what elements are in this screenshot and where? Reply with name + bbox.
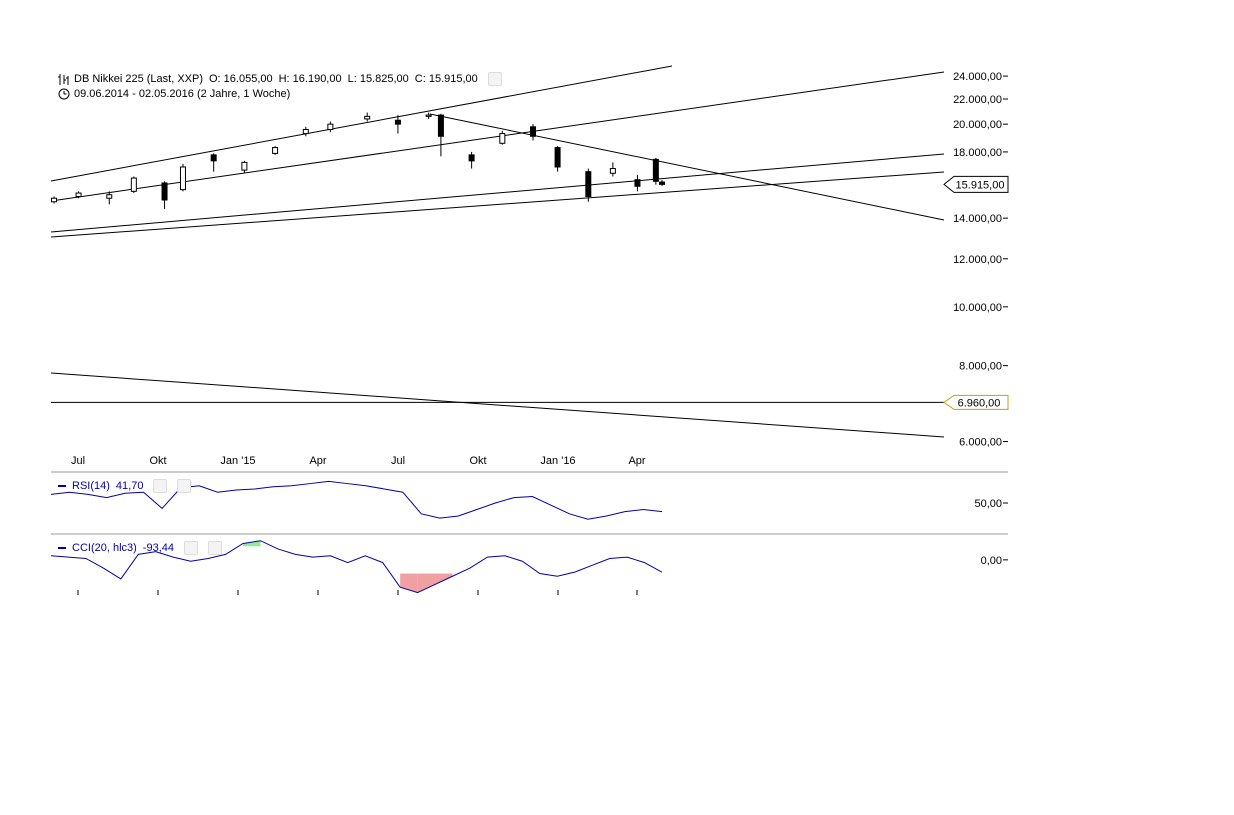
x-tick-label: Jan '16 (540, 455, 575, 467)
y-tick-label: 22.000,00 (953, 94, 1002, 106)
rsi-legend: RSI(14) 41,70 (58, 479, 197, 493)
close-value: C: 15.915,00 (414, 72, 478, 85)
trend-line (50, 153, 945, 233)
candle-body (585, 171, 592, 197)
rsi-value: 41,70 (115, 479, 144, 492)
instrument-header: DB Nikkei 225 (Last, XXP) O: 16.055,00 H: … (58, 72, 508, 86)
trend-line (50, 65, 673, 182)
rsi-label: RSI(14) (72, 479, 110, 492)
candle-body (364, 115, 371, 120)
candle-body (609, 168, 616, 174)
y-tick-label: 20.000,00 (953, 119, 1002, 131)
level-label: 6.960,00 (958, 397, 1001, 409)
cci-swatch (58, 547, 66, 549)
low-value: L: 15.825,00 (347, 72, 409, 85)
level-marker (943, 394, 1009, 410)
trend-line (50, 71, 945, 202)
cci-close-icon[interactable] (208, 541, 222, 555)
candle-body (652, 158, 659, 182)
cci-settings-icon[interactable] (184, 541, 198, 555)
trend-line (50, 372, 945, 438)
settings-icon[interactable] (487, 72, 502, 86)
y-tick-label: 6.000,00 (959, 436, 1002, 448)
x-tick-label: Jul (391, 455, 405, 467)
candle-body (425, 114, 432, 117)
trend-line (50, 171, 945, 238)
instrument-name: DB Nikkei 225 (Last, XXP) (74, 72, 203, 85)
candle-body (51, 197, 57, 203)
cci-tick-label: 0,00 (981, 555, 1002, 567)
ohlc-icon (58, 73, 69, 85)
date-range-header: 09.06.2014 - 02.05.2016 (2 Jahre, 1 Woch… (58, 88, 296, 100)
x-tick-label: Apr (309, 455, 326, 467)
candle-body (659, 181, 665, 185)
trend-line (429, 113, 945, 221)
rsi-settings-icon[interactable] (153, 479, 168, 493)
y-tick-label: 14.000,00 (953, 213, 1002, 225)
candle-body (241, 161, 248, 171)
x-tick-label: Jul (71, 455, 85, 467)
rsi-line (50, 480, 663, 520)
candle-body (530, 126, 537, 137)
candle-body (75, 192, 82, 197)
candle-body (179, 166, 186, 191)
cci-value: -93,44 (142, 541, 174, 554)
candle-body (161, 182, 168, 201)
candle-body (130, 177, 137, 192)
y-tick-label: 12.000,00 (953, 254, 1002, 266)
rsi-swatch (58, 485, 66, 487)
candle-body (554, 147, 561, 168)
date-range: 09.06.2014 - 02.05.2016 (2 Jahre, 1 Woch… (74, 88, 291, 100)
cci-line (50, 540, 663, 594)
last-price-marker (943, 175, 1009, 193)
y-tick-label: 24.000,00 (953, 71, 1002, 83)
candle-body (106, 194, 113, 199)
candle-body (272, 147, 279, 154)
x-tick-label: Jan '15 (220, 455, 255, 467)
cci-overbought-fill (243, 540, 261, 547)
rsi-close-icon[interactable] (177, 479, 192, 493)
cci-oversold-fill (417, 573, 436, 593)
rsi-tick-label: 50,00 (974, 498, 1002, 510)
candle-body (634, 179, 641, 187)
cci-label: CCI(20, hlc3) (72, 541, 137, 554)
candle-body (499, 133, 506, 144)
x-tick-label: Apr (628, 455, 645, 467)
y-tick-label: 8.000,00 (959, 361, 1002, 373)
cci-oversold-fill (400, 573, 418, 593)
candle-body (327, 123, 334, 130)
candle-body (437, 114, 444, 137)
candle-body (302, 128, 309, 135)
candle-body (210, 154, 217, 162)
open-value: O: 16.055,00 (209, 72, 273, 85)
high-value: H: 16.190,00 (278, 72, 342, 85)
clock-icon (58, 88, 70, 100)
x-tick-label: Okt (149, 455, 166, 467)
x-tick-label: Okt (469, 455, 486, 467)
cci-legend: CCI(20, hlc3) -93,44 (58, 541, 228, 555)
y-tick-label: 10.000,00 (953, 302, 1002, 314)
cci-oversold-fill (435, 573, 453, 585)
candle-body (468, 154, 475, 162)
candle-body (394, 119, 401, 125)
y-tick-label: 18.000,00 (953, 147, 1002, 159)
last-price-label: 15.915,00 (956, 179, 1005, 191)
